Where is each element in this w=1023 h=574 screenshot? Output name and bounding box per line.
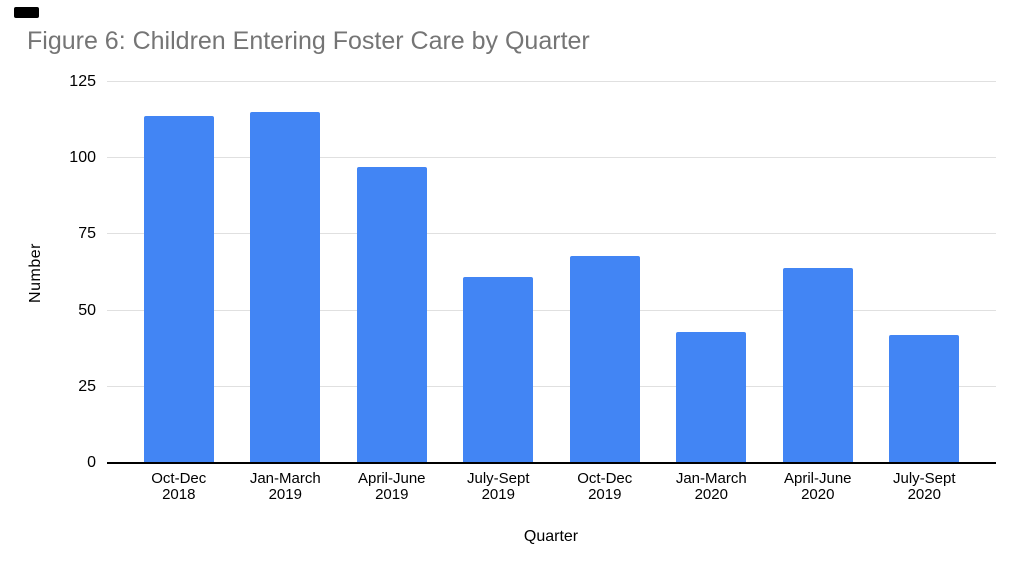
x-tick-label: April-June 2020 (763, 470, 873, 502)
bar (143, 115, 214, 463)
x-tick-label-line: Jan-March (675, 470, 747, 487)
bar (782, 267, 853, 463)
y-tick-label: 125 (69, 73, 96, 90)
x-tick-label-line: 2020 (907, 486, 941, 503)
x-tick-label-line: 2019 (481, 486, 515, 503)
x-tick-label-line: 2019 (588, 486, 622, 503)
bar (569, 255, 640, 463)
y-tick-label: 100 (69, 149, 96, 167)
plot-area (107, 81, 996, 464)
x-tick-label-line: Oct-Dec (577, 470, 633, 487)
x-tick-label-line: July-Sept (466, 470, 530, 487)
x-tick-label-line: 2019 (375, 486, 409, 503)
x-tick-label-line: July-Sept (892, 470, 956, 487)
x-axis-tick-labels: Oct-Dec 2018 Jan-March 2019 April-June 2019 Ju… (107, 470, 996, 504)
x-tick-label-line: 2020 (694, 486, 728, 503)
x-tick-label-line: Oct-Dec (151, 470, 207, 487)
y-tick-label: 0 (87, 454, 96, 471)
bar (463, 277, 534, 463)
bar (250, 112, 321, 463)
chart-title: Figure 6: Children Entering Foster Care … (27, 27, 590, 55)
x-tick-label: July-Sept 2020 (869, 470, 979, 502)
y-tick-label: 25 (78, 377, 96, 395)
y-tick-label: 50 (78, 301, 96, 319)
x-tick-label: April-June 2019 (337, 470, 447, 502)
x-tick-label: Jan-March 2020 (656, 470, 766, 502)
gridline (107, 81, 996, 82)
x-tick-label-line: 2019 (268, 486, 302, 503)
cursor-artifact (14, 7, 39, 18)
x-tick-label-line: 2018 (162, 486, 196, 503)
gridline (107, 157, 996, 159)
bar (356, 167, 427, 463)
x-axis-line (107, 462, 996, 464)
gridline (107, 385, 996, 387)
bar (889, 334, 960, 463)
x-axis-title: Quarter (523, 528, 579, 545)
x-tick-label-line: 2020 (801, 486, 835, 503)
x-tick-label-line: April-June (783, 470, 852, 487)
x-tick-label: Oct-Dec 2019 (550, 470, 660, 502)
y-tick-label: 75 (78, 225, 96, 243)
gridline (107, 233, 996, 235)
gridline (107, 309, 996, 311)
x-tick-label: Oct-Dec 2018 (124, 470, 234, 502)
x-tick-label: Jan-March 2019 (230, 470, 340, 502)
x-tick-label: July-Sept 2019 (443, 470, 553, 502)
x-tick-label-line: April-June (357, 470, 426, 487)
bar (676, 331, 747, 463)
y-axis-tick-labels: 0 25 50 75 100 125 (0, 74, 96, 471)
x-tick-label-line: Jan-March (249, 470, 321, 487)
